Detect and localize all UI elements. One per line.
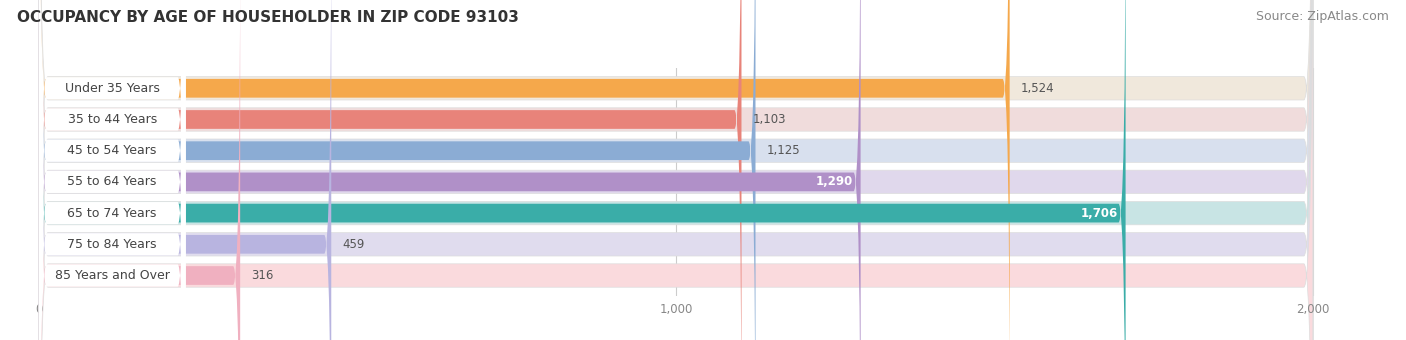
FancyBboxPatch shape [39,0,186,340]
FancyBboxPatch shape [39,0,186,340]
FancyBboxPatch shape [39,0,1010,340]
Text: 316: 316 [252,269,274,282]
FancyBboxPatch shape [39,0,186,340]
Text: 85 Years and Over: 85 Years and Over [55,269,170,282]
Text: 1,524: 1,524 [1021,82,1054,95]
Text: 459: 459 [343,238,366,251]
FancyBboxPatch shape [39,0,186,340]
FancyBboxPatch shape [39,0,1313,340]
FancyBboxPatch shape [39,0,1313,340]
Text: 1,290: 1,290 [815,175,853,188]
Text: Under 35 Years: Under 35 Years [65,82,159,95]
FancyBboxPatch shape [39,0,1313,340]
Text: 55 to 64 Years: 55 to 64 Years [67,175,157,188]
Text: 45 to 54 Years: 45 to 54 Years [67,144,157,157]
FancyBboxPatch shape [39,0,1313,340]
Text: 1,125: 1,125 [766,144,800,157]
FancyBboxPatch shape [39,0,1313,340]
Text: 35 to 44 Years: 35 to 44 Years [67,113,156,126]
FancyBboxPatch shape [39,0,1126,340]
FancyBboxPatch shape [39,0,332,340]
Text: Source: ZipAtlas.com: Source: ZipAtlas.com [1256,10,1389,23]
FancyBboxPatch shape [39,0,741,340]
FancyBboxPatch shape [39,0,1313,340]
FancyBboxPatch shape [39,0,1313,340]
FancyBboxPatch shape [39,0,860,340]
Text: 65 to 74 Years: 65 to 74 Years [67,207,157,220]
FancyBboxPatch shape [39,0,186,340]
Text: 1,103: 1,103 [754,113,786,126]
Text: 1,706: 1,706 [1081,207,1118,220]
Text: OCCUPANCY BY AGE OF HOUSEHOLDER IN ZIP CODE 93103: OCCUPANCY BY AGE OF HOUSEHOLDER IN ZIP C… [17,10,519,25]
FancyBboxPatch shape [39,0,240,340]
Text: 75 to 84 Years: 75 to 84 Years [67,238,157,251]
FancyBboxPatch shape [39,0,186,340]
FancyBboxPatch shape [39,0,755,340]
FancyBboxPatch shape [39,0,186,340]
